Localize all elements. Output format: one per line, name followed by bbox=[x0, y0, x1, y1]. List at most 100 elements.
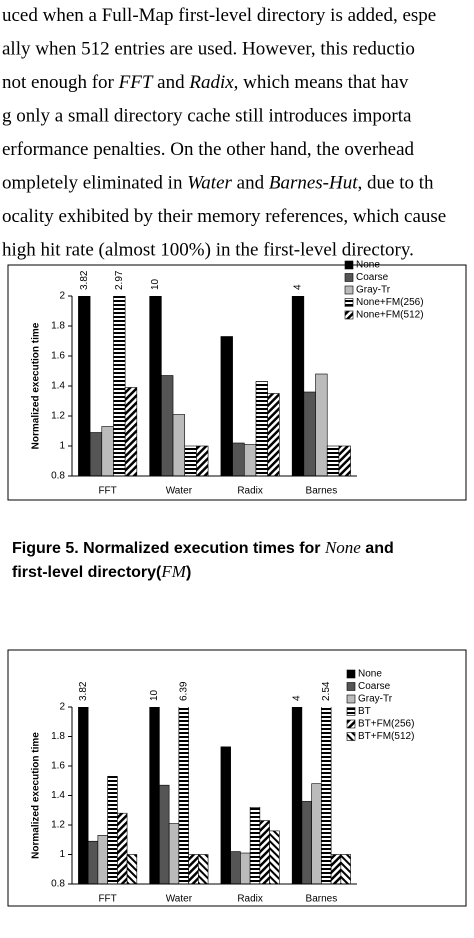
x-tick-label: Water bbox=[166, 894, 193, 905]
caption: Figure 5. Normalized execution times for… bbox=[12, 538, 394, 581]
text-run: Figure 5. Normalized execution times for bbox=[12, 540, 325, 557]
y-tick-label: 1.4 bbox=[51, 381, 65, 392]
text-run: uced when a Full-Map first-level directo… bbox=[2, 5, 436, 26]
text-run: , which means that hav bbox=[234, 72, 409, 93]
legend-swatch bbox=[344, 310, 354, 320]
x-tick-label: Water bbox=[166, 486, 193, 497]
legend-swatch bbox=[344, 260, 354, 270]
bar bbox=[87, 840, 99, 884]
bar bbox=[107, 776, 118, 884]
text-run: , due to th bbox=[358, 173, 434, 194]
bar bbox=[159, 784, 170, 884]
chart: 0.8 1 1.2 1.4 1.6 1.8 2 Normalized execution ti… bbox=[31, 669, 415, 905]
text-line: not enough for FFT and Radix, which mean… bbox=[2, 72, 409, 93]
text-run: FFT bbox=[118, 72, 154, 93]
legend-label: Gray-Tr bbox=[356, 285, 391, 296]
bar bbox=[97, 835, 108, 884]
legend-swatch bbox=[346, 732, 356, 741]
bar bbox=[240, 852, 251, 884]
bar bbox=[184, 445, 197, 476]
legend-swatch bbox=[344, 298, 354, 307]
text-run: and bbox=[361, 540, 394, 557]
bar bbox=[149, 707, 160, 884]
bar bbox=[188, 854, 199, 884]
bar bbox=[232, 442, 245, 476]
x-tick-label: Barnes bbox=[306, 894, 338, 905]
text-run: and bbox=[232, 173, 269, 194]
text-line: ally when 512 entries are used. However,… bbox=[2, 39, 415, 60]
bar bbox=[78, 296, 91, 476]
text-run: ocality exhibited by their memory refere… bbox=[2, 206, 446, 227]
bar bbox=[249, 806, 261, 884]
legend-swatch bbox=[344, 285, 354, 295]
y-tick-label: 0.8 bbox=[51, 471, 65, 482]
value-label: 3.82 bbox=[79, 270, 90, 290]
value-label: 2.97 bbox=[114, 270, 125, 290]
legend-swatch bbox=[346, 719, 356, 729]
y-tick-label: 1.6 bbox=[51, 761, 65, 772]
text-run: and bbox=[152, 72, 189, 93]
bar bbox=[269, 830, 280, 884]
legend-swatch bbox=[346, 669, 356, 679]
y-tick-label: 1.8 bbox=[51, 731, 65, 742]
legend-label: BT bbox=[358, 706, 371, 717]
y-tick-label: 1 bbox=[59, 849, 65, 860]
text-line: high hit rate (almost 100%) in the first… bbox=[2, 240, 414, 261]
bar bbox=[303, 391, 316, 476]
value-label: 6.39 bbox=[178, 681, 189, 701]
legend-swatch bbox=[346, 707, 356, 716]
y-tick-label: 2 bbox=[59, 702, 65, 713]
legend-label: None bbox=[358, 669, 382, 680]
bars bbox=[78, 707, 351, 884]
x-tick-label: FFT bbox=[98, 486, 116, 497]
y-tick-label: 1.6 bbox=[51, 351, 65, 362]
value-label: 3.82 bbox=[78, 681, 89, 701]
bar bbox=[267, 393, 280, 476]
bar bbox=[161, 375, 174, 476]
text-run: None bbox=[324, 538, 361, 557]
y-tick-label: 1.4 bbox=[51, 790, 65, 801]
y-tick-label: 1.8 bbox=[51, 321, 65, 332]
x-tick-label: Barnes bbox=[306, 486, 338, 497]
text-run: Barnes-Hut bbox=[269, 173, 358, 194]
bar bbox=[338, 445, 351, 476]
bar bbox=[230, 851, 241, 884]
text-line: Figure 5. Normalized execution times for… bbox=[12, 538, 394, 557]
y-tick-label: 2 bbox=[59, 291, 65, 302]
text-line: ocality exhibited by their memory refere… bbox=[2, 206, 446, 227]
legend-swatch bbox=[346, 694, 356, 704]
y-axis-label: Normalized execution time bbox=[31, 732, 42, 859]
y-tick-label: 0.8 bbox=[51, 879, 65, 890]
value-label: 10 bbox=[149, 689, 160, 701]
bar bbox=[220, 336, 233, 476]
legend-swatch bbox=[346, 682, 356, 691]
chart: 0.8 1 1.2 1.4 1.6 1.8 2 Normalized execution ti… bbox=[31, 260, 424, 497]
value-label: 2.54 bbox=[321, 681, 332, 701]
bar bbox=[101, 426, 114, 476]
bar bbox=[126, 854, 138, 884]
value-label: 10 bbox=[150, 278, 161, 290]
bar bbox=[326, 445, 340, 476]
bar bbox=[196, 445, 209, 476]
bar bbox=[291, 707, 303, 884]
bar bbox=[117, 812, 128, 884]
bar bbox=[243, 444, 257, 476]
bar bbox=[113, 296, 126, 476]
text-run: first-level directory( bbox=[12, 564, 162, 581]
value-label: 4 bbox=[292, 695, 303, 701]
legend-label: BT+FM(256) bbox=[358, 719, 414, 730]
bar bbox=[89, 432, 103, 476]
text-run: erformance penalties. On the other hand,… bbox=[2, 139, 415, 160]
text-line: erformance penalties. On the other hand,… bbox=[2, 139, 415, 160]
legend-label: Coarse bbox=[358, 681, 391, 692]
figure-frame bbox=[7, 649, 467, 907]
figure-frame bbox=[7, 264, 467, 501]
legend-label: None+FM(512) bbox=[356, 310, 424, 321]
bar bbox=[220, 746, 231, 884]
text-run: FM bbox=[160, 562, 186, 581]
y-tick-label: 1 bbox=[59, 441, 65, 452]
text-run: not enough for bbox=[2, 72, 119, 93]
text-run: ompletely eliminated in bbox=[2, 173, 187, 194]
text-line: g only a small directory cache still int… bbox=[2, 106, 412, 127]
